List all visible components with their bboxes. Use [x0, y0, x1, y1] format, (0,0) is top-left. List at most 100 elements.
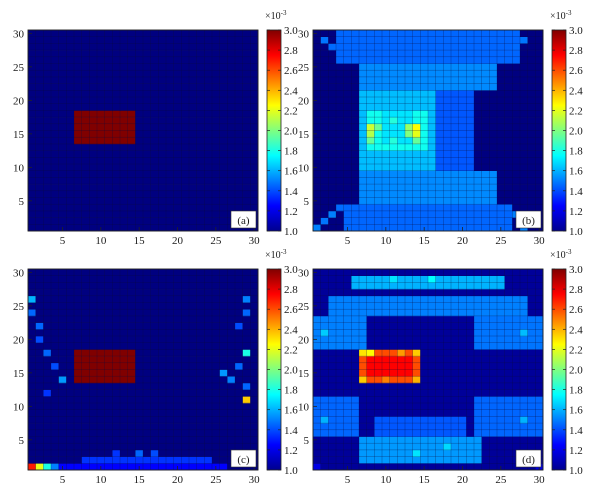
heatmap-cell: [428, 436, 436, 444]
heatmap-cell: [127, 396, 136, 404]
heatmap-cell: [51, 315, 59, 323]
heatmap-cell: [104, 130, 113, 138]
heatmap-cell: [313, 157, 321, 165]
heatmap-cell: [320, 369, 329, 377]
heatmap-cell: [219, 143, 228, 151]
heatmap-cell: [336, 36, 344, 44]
heatmap-cell: [397, 70, 406, 78]
heatmap-cell: [89, 217, 98, 225]
heatmap-cell: [374, 137, 383, 145]
heatmap-cell: [181, 217, 190, 225]
heatmap-cell: [250, 56, 259, 64]
heatmap-cell: [189, 143, 197, 151]
heatmap-cell: [374, 289, 383, 297]
heatmap-cell: [150, 97, 159, 104]
heatmap-cell: [112, 50, 121, 58]
heatmap-cell: [58, 184, 67, 192]
heatmap-cell: [466, 416, 475, 424]
heatmap-cell: [359, 409, 367, 417]
heatmap-cell: [382, 56, 390, 64]
heatmap-cell: [474, 282, 482, 290]
heatmap-cell: [89, 376, 98, 384]
heatmap-cell: [466, 295, 475, 303]
heatmap-cell: [497, 436, 505, 444]
panel-label: (b): [522, 215, 535, 227]
heatmap-cell: [97, 275, 105, 283]
heatmap-cell: [343, 50, 352, 58]
heatmap-cell: [135, 443, 144, 451]
heatmap-cell: [158, 423, 167, 431]
heatmap-cell: [58, 197, 67, 205]
heatmap-cell: [189, 63, 197, 71]
heatmap-cell: [235, 164, 243, 171]
heatmap-cell: [89, 63, 98, 71]
heatmap-cell: [474, 90, 482, 98]
heatmap-cell: [336, 137, 344, 145]
heatmap-cell: [458, 56, 467, 64]
heatmap-cell: [81, 70, 90, 78]
heatmap-cell: [336, 217, 344, 225]
heatmap-cell: [382, 177, 390, 185]
heatmap-cell: [343, 143, 352, 151]
heatmap-cell: [135, 190, 144, 198]
heatmap-cell: [420, 123, 429, 131]
heatmap-cell: [481, 463, 490, 471]
heatmap-cell: [143, 396, 151, 404]
heatmap-cell: [351, 389, 360, 397]
heatmap-cell: [374, 409, 383, 417]
heatmap-cell: [527, 103, 536, 111]
heatmap-cell: [420, 275, 429, 283]
heatmap-cell: [227, 123, 236, 131]
heatmap-cell: [135, 103, 144, 111]
heatmap-cell: [405, 117, 413, 125]
heatmap-cell: [127, 83, 136, 91]
heatmap-cell: [466, 184, 475, 192]
heatmap-cell: [497, 429, 505, 437]
colorbar-tick-label: 1.8: [284, 385, 298, 397]
heatmap-cell: [389, 329, 398, 337]
heatmap-cell: [313, 170, 321, 178]
heatmap-cell: [242, 30, 251, 37]
heatmap-cell: [359, 403, 367, 410]
heatmap-cell: [242, 403, 251, 410]
heatmap-cell: [97, 143, 105, 151]
heatmap-cell: [51, 449, 59, 457]
heatmap-cell: [451, 143, 459, 151]
heatmap-cell: [374, 282, 383, 290]
heatmap-cell: [51, 269, 59, 276]
heatmap-cell: [166, 123, 174, 131]
heatmap-cell: [158, 369, 167, 377]
heatmap-cell: [351, 416, 360, 424]
heatmap-cell: [43, 143, 52, 151]
heatmap-cell: [51, 103, 59, 111]
heatmap-cell: [397, 123, 406, 131]
heatmap-cell: [443, 456, 452, 464]
heatmap-cell: [397, 90, 406, 98]
heatmap-cell: [127, 30, 136, 37]
heatmap-cell: [143, 282, 151, 290]
heatmap-cell: [535, 309, 544, 317]
heatmap-cell: [150, 197, 159, 205]
heatmap-cell: [320, 342, 329, 350]
heatmap-cell: [35, 342, 44, 350]
heatmap-cell: [412, 117, 421, 125]
heatmap-cell: [535, 70, 544, 78]
heatmap-cell: [219, 110, 228, 118]
x-tick-label: 5: [345, 235, 351, 247]
heatmap-cell: [58, 50, 67, 58]
heatmap-cell: [212, 123, 220, 131]
y-tick-label: 15: [298, 368, 310, 380]
heatmap-cell: [150, 309, 159, 317]
heatmap-cell: [336, 349, 344, 357]
heatmap-cell: [235, 275, 243, 283]
heatmap-cell: [242, 90, 251, 98]
heatmap-cell: [28, 90, 36, 98]
heatmap-cell: [397, 449, 406, 457]
heatmap-cell: [359, 170, 367, 178]
heatmap-cell: [474, 217, 482, 225]
heatmap-cell: [81, 137, 90, 145]
heatmap-cell: [74, 83, 82, 91]
heatmap-cell: [112, 76, 121, 84]
heatmap-cell: [520, 43, 528, 51]
heatmap-cell: [43, 56, 52, 64]
